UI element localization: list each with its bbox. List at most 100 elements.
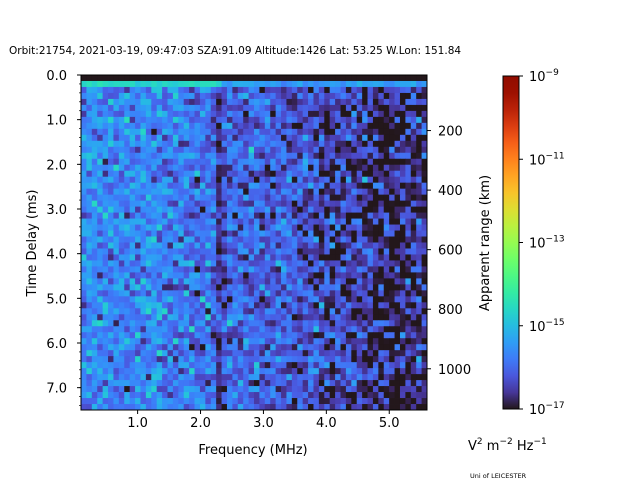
heatmap-cell <box>297 314 304 321</box>
heatmap-cell <box>335 254 341 261</box>
heatmap-cell <box>372 320 379 327</box>
heatmap-cell <box>124 116 131 124</box>
heatmap-cell <box>232 302 239 309</box>
heatmap-cell <box>97 398 104 405</box>
heatmap-cell <box>237 236 244 243</box>
heatmap-cell <box>248 206 255 213</box>
heatmap-cell <box>151 158 158 166</box>
heatmap-cell <box>329 356 336 363</box>
heatmap-cell <box>335 344 341 351</box>
heatmap-cell <box>367 362 374 369</box>
heatmap-cell <box>302 338 309 345</box>
heatmap-cell <box>313 254 320 261</box>
heatmap-cell <box>232 116 239 124</box>
heatmap-cell <box>91 146 98 154</box>
heatmap-cell <box>394 380 401 387</box>
heatmap-cell <box>81 170 87 178</box>
heatmap-cell <box>318 116 325 124</box>
heatmap-cell <box>91 158 98 166</box>
heatmap-cell <box>378 176 385 184</box>
heatmap-cell <box>291 284 298 291</box>
heatmap-cell <box>405 350 412 357</box>
heatmap-cell <box>399 134 406 142</box>
heatmap-cell <box>318 320 325 327</box>
heatmap-cell <box>410 284 417 291</box>
heatmap-cell <box>340 104 347 112</box>
heatmap-cell <box>275 338 282 345</box>
heatmap-cell <box>221 188 228 196</box>
heatmap-cell <box>162 218 168 225</box>
heatmap-cell <box>372 218 379 225</box>
heatmap-cell <box>394 296 401 303</box>
heatmap-cell <box>162 332 168 339</box>
heatmap-cell <box>335 182 341 190</box>
heatmap-cell <box>340 176 347 184</box>
heatmap-cell <box>297 374 304 381</box>
heatmap-cell <box>97 158 104 166</box>
heatmap-cell <box>308 122 314 130</box>
heatmap-cell <box>108 326 114 333</box>
heatmap-cell <box>389 146 395 154</box>
heatmap-cell <box>324 170 331 178</box>
heatmap-cell <box>399 128 406 136</box>
heatmap-cell <box>345 278 352 285</box>
heatmap-cell <box>151 152 158 160</box>
heatmap-cell <box>97 128 104 136</box>
heatmap-cell <box>199 308 206 315</box>
heatmap-cell <box>351 170 358 178</box>
heatmap-cell <box>172 200 179 208</box>
heatmap-cell <box>221 368 228 375</box>
heatmap-cell <box>394 272 401 279</box>
heatmap-cell <box>405 158 412 166</box>
heatmap-cell <box>81 242 87 249</box>
heatmap-cell <box>178 212 185 219</box>
heatmap-cell <box>102 128 109 136</box>
heatmap-cell <box>221 254 228 261</box>
heatmap-cell <box>86 146 93 154</box>
heatmap-cell <box>270 194 277 202</box>
heatmap-cell <box>108 314 114 321</box>
heatmap-cell <box>108 404 114 411</box>
heatmap-cell <box>302 386 309 393</box>
heatmap-cell <box>416 260 422 267</box>
heatmap-cell <box>113 212 120 219</box>
heatmap-cell <box>102 332 109 339</box>
heatmap-cell <box>237 152 244 160</box>
heatmap-cell <box>259 314 266 321</box>
heatmap-cell <box>416 146 422 154</box>
heatmap-cell <box>151 104 158 112</box>
heatmap-cell <box>389 392 395 399</box>
heatmap-cell <box>302 140 309 148</box>
heatmap-cell <box>189 362 195 369</box>
heatmap-cell <box>286 290 293 297</box>
heatmap-cell <box>151 236 158 243</box>
heatmap-cell <box>81 266 87 273</box>
heatmap-cell <box>372 248 379 255</box>
heatmap-cell <box>362 326 368 333</box>
heatmap-cell <box>199 338 206 345</box>
heatmap-cell <box>237 260 244 267</box>
heatmap-cell <box>86 236 93 243</box>
heatmap-cell <box>156 92 163 100</box>
heatmap-cell <box>302 368 309 375</box>
heatmap-cell <box>189 98 195 106</box>
heatmap-cell <box>140 104 147 112</box>
heatmap-cell <box>362 152 368 160</box>
heatmap-cell <box>226 266 233 273</box>
heatmap-cell <box>113 254 120 261</box>
heatmap-cell <box>113 350 120 357</box>
heatmap-cell <box>383 308 390 315</box>
heatmap-cell <box>86 188 93 196</box>
heatmap-cell <box>416 110 422 118</box>
heatmap-cell <box>335 278 341 285</box>
heatmap-cell <box>313 386 320 393</box>
heatmap-cell <box>162 75 168 82</box>
heatmap-cell <box>270 314 277 321</box>
heatmap-cell <box>216 350 222 357</box>
heatmap-cell <box>113 260 120 267</box>
heatmap-cell <box>118 116 125 124</box>
heatmap-cell <box>86 344 93 351</box>
heatmap-cell <box>162 368 168 375</box>
heatmap-cell <box>140 302 147 309</box>
heatmap-cell <box>243 86 249 94</box>
